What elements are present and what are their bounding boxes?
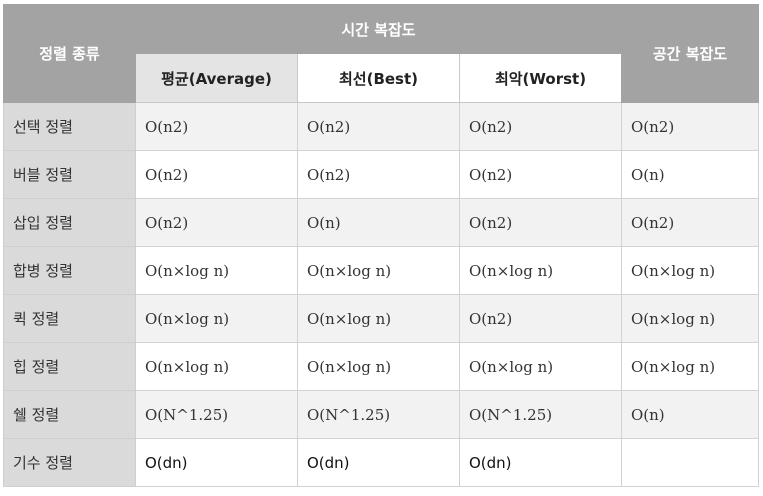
cell-worst: O(n×log n): [459, 246, 622, 295]
row-sort-name: 버블 정렬: [3, 150, 136, 199]
header-worst: 최악(Worst): [459, 53, 622, 103]
table-row: 합병 정렬 O(n×log n) O(n×log n) O(n×log n) O…: [3, 246, 759, 295]
table-row: 쉘 정렬 O(N^1.25) O(N^1.25) O(N^1.25) O(n): [3, 390, 759, 439]
row-sort-name: 쉘 정렬: [3, 390, 136, 439]
sorting-complexity-table: 정렬 종류 시간 복잡도 공간 복잡도 평균(Average) 최선(Best)…: [3, 4, 759, 487]
header-sort-type: 정렬 종류: [3, 4, 136, 103]
row-sort-name: 합병 정렬: [3, 246, 136, 295]
row-sort-name: 퀵 정렬: [3, 294, 136, 343]
cell-worst: O(dn): [459, 438, 622, 487]
cell-space: O(n): [621, 390, 759, 439]
row-sort-name: 선택 정렬: [3, 102, 136, 151]
table-row: 힙 정렬 O(n×log n) O(n×log n) O(n×log n) O(…: [3, 342, 759, 391]
cell-average: O(n×log n): [135, 294, 298, 343]
cell-worst: O(N^1.25): [459, 390, 622, 439]
cell-average: O(n×log n): [135, 342, 298, 391]
cell-worst: O(n2): [459, 150, 622, 199]
cell-space: O(n2): [621, 102, 759, 151]
complexity-table-container: 정렬 종류 시간 복잡도 공간 복잡도 평균(Average) 최선(Best)…: [3, 4, 759, 487]
cell-average: O(n×log n): [135, 246, 298, 295]
cell-worst: O(n2): [459, 102, 622, 151]
cell-space: O(n×log n): [621, 342, 759, 391]
cell-space: O(n): [621, 150, 759, 199]
header-space-complexity: 공간 복잡도: [621, 4, 759, 103]
cell-best: O(N^1.25): [297, 390, 460, 439]
table-row: 퀵 정렬 O(n×log n) O(n×log n) O(n2) O(n×log…: [3, 294, 759, 343]
cell-average: O(N^1.25): [135, 390, 298, 439]
cell-best: O(n×log n): [297, 246, 460, 295]
cell-worst: O(n2): [459, 294, 622, 343]
cell-best: O(dn): [297, 438, 460, 487]
table-row: 삽입 정렬 O(n2) O(n) O(n2) O(n2): [3, 198, 759, 247]
header-best: 최선(Best): [297, 53, 460, 103]
cell-average: O(dn): [135, 438, 298, 487]
cell-average: O(n2): [135, 198, 298, 247]
cell-average: O(n2): [135, 102, 298, 151]
cell-best: O(n×log n): [297, 294, 460, 343]
cell-best: O(n×log n): [297, 342, 460, 391]
table-row: 기수 정렬 O(dn) O(dn) O(dn): [3, 438, 759, 487]
cell-best: O(n2): [297, 102, 460, 151]
cell-best: O(n): [297, 198, 460, 247]
cell-worst: O(n×log n): [459, 342, 622, 391]
table-header: 정렬 종류 시간 복잡도 공간 복잡도 평균(Average) 최선(Best)…: [3, 4, 759, 103]
cell-average: O(n2): [135, 150, 298, 199]
table-body: 선택 정렬 O(n2) O(n2) O(n2) O(n2) 버블 정렬 O(n2…: [3, 102, 759, 487]
row-sort-name: 기수 정렬: [3, 438, 136, 487]
table-row: 선택 정렬 O(n2) O(n2) O(n2) O(n2): [3, 102, 759, 151]
header-average: 평균(Average): [135, 53, 298, 103]
table-row: 버블 정렬 O(n2) O(n2) O(n2) O(n): [3, 150, 759, 199]
cell-space: O(n×log n): [621, 294, 759, 343]
cell-best: O(n2): [297, 150, 460, 199]
row-sort-name: 힙 정렬: [3, 342, 136, 391]
cell-space: [621, 438, 759, 487]
cell-space: O(n2): [621, 198, 759, 247]
cell-worst: O(n2): [459, 198, 622, 247]
cell-space: O(n×log n): [621, 246, 759, 295]
header-time-complexity: 시간 복잡도: [135, 4, 622, 54]
row-sort-name: 삽입 정렬: [3, 198, 136, 247]
